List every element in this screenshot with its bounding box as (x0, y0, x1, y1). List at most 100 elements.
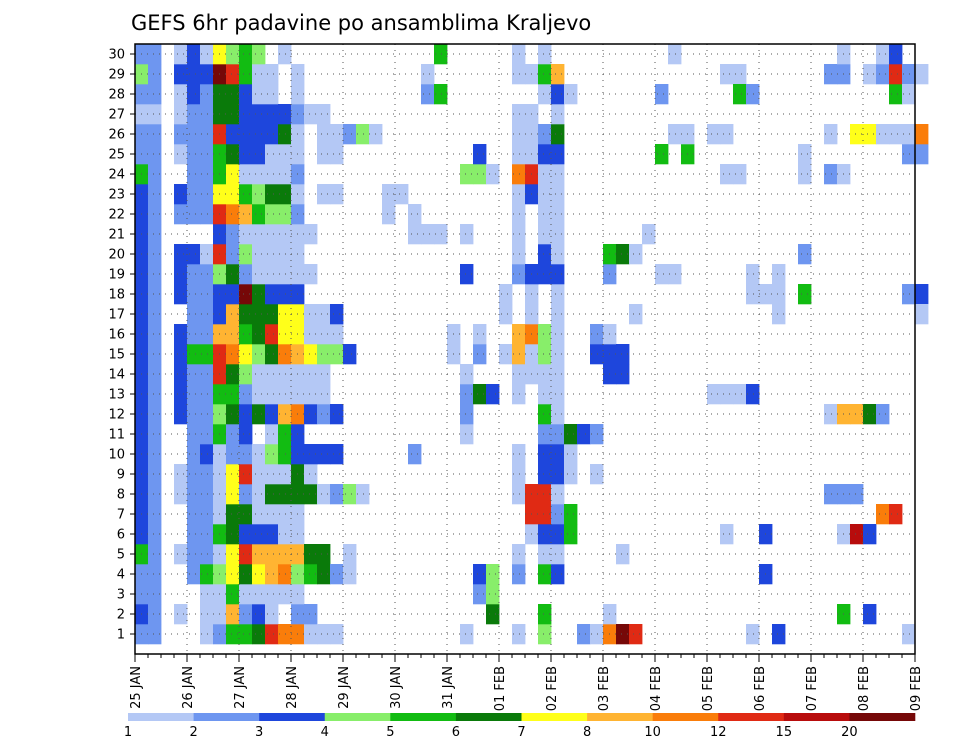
heatmap-cell (278, 44, 292, 65)
heatmap-cell (239, 124, 253, 145)
heatmap-cell (226, 484, 240, 505)
heatmap-cell (720, 384, 734, 405)
heatmap-cell (551, 404, 565, 425)
heatmap-cell (239, 364, 253, 385)
heatmap-cell (148, 304, 162, 325)
heatmap-cell (304, 304, 318, 325)
heatmap-cell (252, 244, 266, 265)
heatmap-cell (798, 284, 812, 305)
heatmap-cell (226, 184, 240, 205)
heatmap-cell (148, 524, 162, 545)
heatmap-cell (239, 604, 253, 625)
heatmap-cell (265, 384, 279, 405)
heatmap-cell (265, 544, 279, 565)
heatmap-cell (239, 184, 253, 205)
heatmap-cell (148, 64, 162, 85)
heatmap-cell (499, 284, 513, 305)
heatmap-cell (551, 104, 565, 125)
heatmap-cell (187, 204, 201, 225)
heatmap-cell (850, 484, 864, 505)
heatmap-cell (265, 424, 279, 445)
heatmap-cell (226, 144, 240, 165)
heatmap-cell (538, 484, 552, 505)
heatmap-cell (590, 624, 604, 645)
colorbar-swatch (128, 713, 194, 721)
heatmap-cell (434, 84, 448, 105)
heatmap-cell (733, 384, 747, 405)
heatmap-cell (252, 384, 266, 405)
heatmap-cell (187, 324, 201, 345)
heatmap-cell (226, 504, 240, 525)
heatmap-cell (707, 384, 721, 405)
heatmap-cell (187, 424, 201, 445)
heatmap-cell (824, 64, 838, 85)
heatmap-cell (746, 264, 760, 285)
heatmap-cell (148, 144, 162, 165)
heatmap-cell (304, 484, 318, 505)
heatmap-cell (538, 184, 552, 205)
heatmap-cell (460, 624, 474, 645)
heatmap-cell (538, 364, 552, 385)
heatmap-cell (278, 184, 292, 205)
heatmap-cell (304, 564, 318, 585)
heatmap-cell (148, 464, 162, 485)
heatmap-cell (824, 484, 838, 505)
heatmap-cell (538, 264, 552, 285)
heatmap-cell (265, 584, 279, 605)
heatmap-cell (590, 344, 604, 365)
heatmap-cell (538, 324, 552, 345)
heatmap-cell (876, 124, 890, 145)
heatmap-cell (720, 124, 734, 145)
heatmap-cell (278, 584, 292, 605)
chart-title: GEFS 6hr padavine po ansamblima Kraljevo (131, 11, 591, 35)
heatmap-cell (174, 64, 188, 85)
heatmap-cell (421, 64, 435, 85)
heatmap-cell (473, 144, 487, 165)
x-tick-label: 26 JAN (181, 666, 196, 709)
heatmap-cell (460, 164, 474, 185)
heatmap-cell (629, 244, 643, 265)
heatmap-cell (148, 284, 162, 305)
heatmap-cell (239, 224, 253, 245)
heatmap-cell (174, 464, 188, 485)
heatmap-cell (642, 224, 656, 245)
heatmap-cell (239, 444, 253, 465)
colorbar-tick-label: 20 (841, 725, 858, 740)
heatmap-cell (512, 324, 526, 345)
heatmap-cell (486, 604, 500, 625)
heatmap-cell (304, 464, 318, 485)
x-tick-label: 28 JAN (285, 666, 300, 709)
y-tick-label: 30 (108, 48, 125, 63)
heatmap-cell (226, 624, 240, 645)
heatmap-cell (252, 104, 266, 125)
heatmap-cell (902, 284, 916, 305)
heatmap-cell (915, 124, 929, 145)
heatmap-cell (265, 164, 279, 185)
heatmap-cell (538, 344, 552, 365)
heatmap-cell (239, 564, 253, 585)
colorbar-swatch (521, 713, 588, 721)
heatmap-cell (148, 184, 162, 205)
heatmap-cell (174, 604, 188, 625)
heatmap-cell (538, 504, 552, 525)
heatmap-cell (655, 264, 669, 285)
heatmap-cell (278, 284, 292, 305)
colorbar-tick-label: 12 (710, 725, 727, 740)
y-tick-label: 28 (108, 88, 125, 103)
heatmap-cell (174, 264, 188, 285)
heatmap-cell (239, 504, 253, 525)
heatmap-cell (460, 364, 474, 385)
y-tick-label: 3 (117, 588, 125, 603)
heatmap-cell (551, 524, 565, 545)
heatmap-cell (772, 264, 786, 285)
heatmap-cell (174, 144, 188, 165)
heatmap-cell (824, 164, 838, 185)
heatmap-cell (239, 304, 253, 325)
heatmap-cell (317, 444, 331, 465)
colorbar-swatch (390, 713, 457, 721)
heatmap-cell (187, 364, 201, 385)
colorbar-tick-label: 6 (452, 725, 460, 740)
heatmap-cell (551, 84, 565, 105)
x-tick-label: 08 FEB (857, 666, 872, 711)
x-tick-label: 29 JAN (337, 666, 352, 709)
